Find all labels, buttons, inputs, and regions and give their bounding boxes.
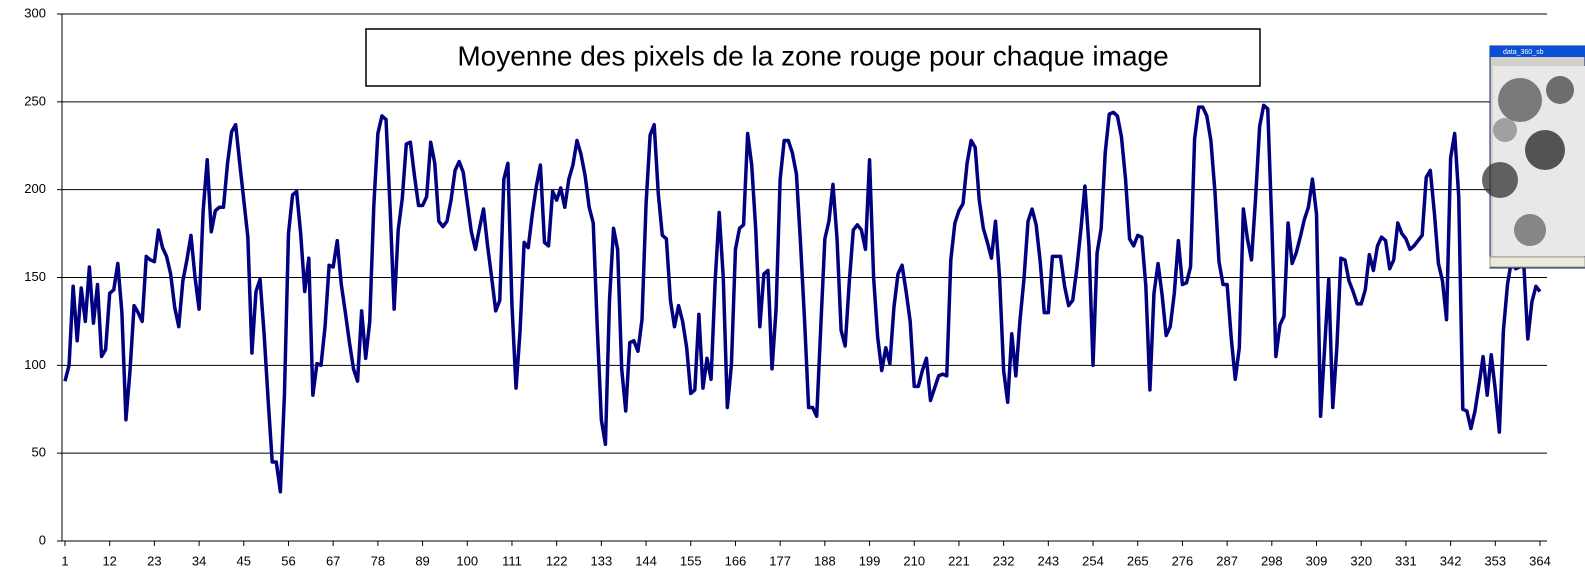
x-tick-label: 78 — [371, 553, 385, 568]
x-tick-label: 210 — [903, 553, 925, 568]
x-tick-label: 144 — [635, 553, 657, 568]
thumbnail-blob — [1546, 76, 1574, 104]
y-tick-label: 50 — [32, 445, 46, 460]
x-tick-label: 298 — [1261, 553, 1283, 568]
x-tick-label: 34 — [192, 553, 206, 568]
x-tick-label: 331 — [1395, 553, 1417, 568]
x-tick-label: 287 — [1216, 553, 1238, 568]
x-tick-label: 353 — [1484, 553, 1506, 568]
chart-title: Moyenne des pixels de la zone rouge pour… — [457, 40, 1168, 71]
x-tick-label: 12 — [102, 553, 116, 568]
thumbnail-blob — [1493, 118, 1517, 142]
y-tick-label: 150 — [24, 269, 46, 284]
x-tick-label: 1 — [61, 553, 68, 568]
chart: Moyenne des pixels de la zone rouge pour… — [0, 0, 1585, 577]
y-tick-label: 250 — [24, 93, 46, 108]
thumbnail-blob — [1482, 162, 1518, 198]
x-tick-label: 320 — [1350, 553, 1372, 568]
x-tick-label: 122 — [546, 553, 568, 568]
x-tick-label: 155 — [680, 553, 702, 568]
x-tick-label: 23 — [147, 553, 161, 568]
x-tick-label: 188 — [814, 553, 836, 568]
thumbnail-blob — [1525, 130, 1565, 170]
y-tick-label: 0 — [39, 532, 46, 547]
x-tick-label: 232 — [993, 553, 1015, 568]
y-tick-label: 300 — [24, 5, 46, 20]
x-tick-label: 166 — [725, 553, 747, 568]
x-tick-label: 276 — [1172, 553, 1194, 568]
x-tick-label: 309 — [1306, 553, 1328, 568]
x-tick-label: 89 — [415, 553, 429, 568]
thumbnail-scrollbar — [1490, 257, 1585, 267]
x-tick-label: 199 — [859, 553, 881, 568]
x-tick-label: 254 — [1082, 553, 1104, 568]
x-tick-label: 56 — [281, 553, 295, 568]
thumbnail-blob — [1514, 214, 1546, 246]
x-tick-label: 265 — [1127, 553, 1149, 568]
x-tick-label: 177 — [769, 553, 791, 568]
y-tick-label: 100 — [24, 357, 46, 372]
x-tick-label: 221 — [948, 553, 970, 568]
x-tick-label: 100 — [456, 553, 478, 568]
x-tick-label: 364 — [1529, 553, 1551, 568]
thumbnail-blob — [1498, 78, 1542, 122]
x-tick-label: 243 — [1037, 553, 1059, 568]
x-tick-label: 342 — [1440, 553, 1462, 568]
x-tick-label: 133 — [591, 553, 613, 568]
thumbnail-title: data_360_sb — [1503, 49, 1544, 56]
x-tick-label: 45 — [237, 553, 251, 568]
thumbnail-window: data_360_sb — [1482, 46, 1585, 268]
x-tick-label: 67 — [326, 553, 340, 568]
x-tick-label: 111 — [502, 553, 522, 568]
y-tick-label: 200 — [24, 181, 46, 196]
